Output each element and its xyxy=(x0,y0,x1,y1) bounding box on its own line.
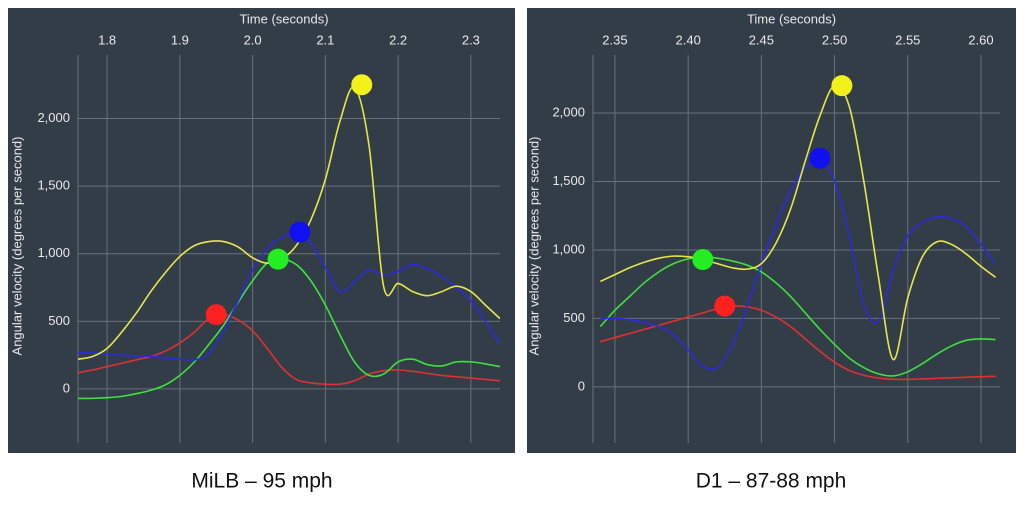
peak-marker xyxy=(205,304,227,326)
x-tick-label: 1.8 xyxy=(98,32,116,47)
y-tick-label: 0 xyxy=(578,378,585,393)
series-line xyxy=(600,155,997,371)
x-tick-label: 2.50 xyxy=(822,32,847,47)
y-tick-label: 2,000 xyxy=(37,110,70,125)
y-tick-label: 1,000 xyxy=(37,245,70,260)
panel-background xyxy=(8,8,515,453)
caption: MiLB – 95 mph xyxy=(191,470,332,493)
chart-panel: 1.8 1.9 2.0 2.1 2.2 2.3 0 500 1,000 1,500 2,000 Tim… xyxy=(8,8,515,453)
y-axis-title: Angular velocity (degrees per second) xyxy=(526,137,541,356)
y-tick-label: 1,500 xyxy=(37,178,70,193)
peak-marker xyxy=(289,221,311,243)
peak-marker xyxy=(831,75,853,97)
chart-panel: 2.35 2.40 2.45 2.50 2.55 2.60 0 500 1,000 1,500 2,… xyxy=(526,8,1016,453)
y-tick-label: 2,000 xyxy=(552,104,585,119)
y-tick-label: 1,000 xyxy=(552,241,585,256)
x-tick-label: 2.55 xyxy=(895,32,920,47)
series-line xyxy=(78,231,500,361)
y-tick-label: 500 xyxy=(48,313,70,328)
x-tick-label: 2.1 xyxy=(316,32,334,47)
x-tick-label: 2.35 xyxy=(602,32,627,47)
x-tick-label: 1.9 xyxy=(171,32,189,47)
x-axis-title: Time (seconds) xyxy=(747,11,836,26)
peak-marker xyxy=(809,147,831,169)
plot-area xyxy=(78,74,500,400)
x-tick-label: 2.40 xyxy=(676,32,701,47)
series-line xyxy=(78,86,500,360)
series-line xyxy=(599,256,996,377)
y-tick-label: 0 xyxy=(63,380,70,395)
plot-area xyxy=(599,75,997,381)
series-line xyxy=(600,305,996,381)
y-axis-title: Angular velocity (degrees per second) xyxy=(9,137,24,356)
peak-marker xyxy=(692,249,714,271)
peak-marker xyxy=(714,295,736,317)
x-tick-label: 2.3 xyxy=(462,32,480,47)
caption: D1 – 87-88 mph xyxy=(696,470,847,493)
series-line xyxy=(78,258,500,400)
x-axis-title: Time (seconds) xyxy=(239,11,328,26)
peak-marker xyxy=(267,248,289,270)
x-tick-label: 2.2 xyxy=(389,32,407,47)
y-tick-label: 500 xyxy=(563,310,585,325)
panel-background xyxy=(527,8,1016,453)
x-tick-label: 2.60 xyxy=(968,32,993,47)
peak-marker xyxy=(351,74,373,96)
x-tick-label: 2.0 xyxy=(244,32,262,47)
series-line xyxy=(599,84,997,361)
y-tick-label: 1,500 xyxy=(552,173,585,188)
x-tick-label: 2.45 xyxy=(749,32,774,47)
